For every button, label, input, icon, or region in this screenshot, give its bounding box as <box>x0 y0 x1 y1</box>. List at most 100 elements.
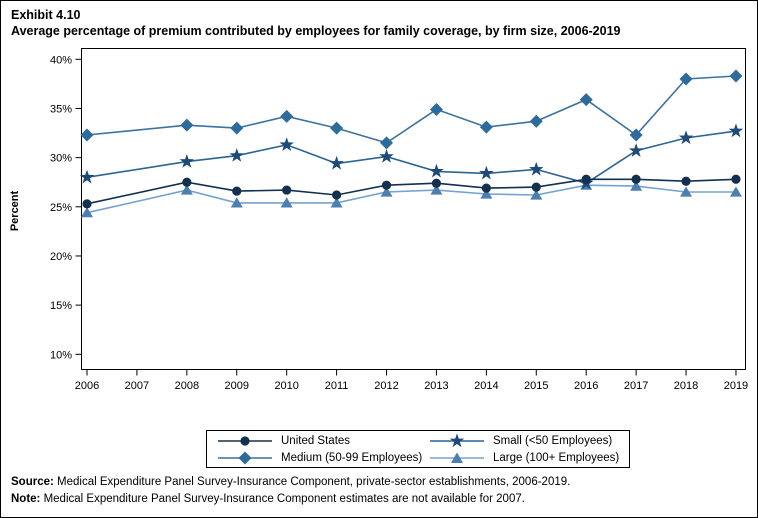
data-point-diamond <box>280 109 294 123</box>
x-tick-label: 2017 <box>624 380 648 392</box>
data-point-triangle <box>280 197 293 208</box>
data-point-triangle <box>230 197 243 208</box>
data-point-triangle <box>680 186 693 197</box>
data-point-triangle <box>480 188 493 199</box>
x-tick-label: 2007 <box>125 380 149 392</box>
legend-label: Large (100+ Employees) <box>493 451 620 464</box>
data-point-circle <box>232 186 242 196</box>
diamond-glyph <box>238 451 252 464</box>
x-tick-label: 2009 <box>225 380 249 392</box>
line-chart: 40% 35% 30% 25% 20% 15% 10% 2006 2007 2008 2009 201… <box>9 48 748 392</box>
data-point-star <box>79 169 95 184</box>
data-point-star <box>678 130 694 145</box>
y-tick-label: 15% <box>50 300 72 312</box>
x-tick-label: 2014 <box>474 380 498 392</box>
footer-block: Source: Medical Expenditure Panel Survey… <box>11 474 751 507</box>
data-point-triangle <box>430 184 443 195</box>
data-point-star <box>179 153 195 168</box>
x-tick-label: 2010 <box>274 380 298 392</box>
data-point-circle <box>531 182 541 192</box>
data-point-triangle <box>180 184 193 195</box>
data-point-diamond <box>579 93 593 107</box>
star-glyph <box>449 432 465 447</box>
data-point-diamond <box>80 128 94 142</box>
x-tick-label: 2015 <box>524 380 548 392</box>
exhibit-number: Exhibit 4.10 <box>11 8 81 22</box>
source-note: Source: Medical Expenditure Panel Survey… <box>11 474 751 491</box>
y-tick-label: 40% <box>50 54 72 66</box>
data-point-star <box>529 161 544 176</box>
data-point-circle <box>82 199 92 209</box>
x-tick-label: 2013 <box>424 380 448 392</box>
note-label: Note: <box>11 492 41 505</box>
circle-glyph <box>240 435 250 446</box>
x-tick-label: 2006 <box>75 380 99 392</box>
data-point-circle <box>381 180 392 190</box>
data-point-circle <box>681 176 691 186</box>
circle-marker-icon <box>218 435 272 446</box>
data-point-star <box>379 149 394 163</box>
legend-entry-circle: United States <box>217 432 429 449</box>
legend-label: United States <box>281 434 351 447</box>
data-point-circle <box>332 190 342 200</box>
source-label: Source: <box>11 476 54 488</box>
data-point-circle <box>581 174 591 184</box>
legend-entry-star: Small (<50 Employees) <box>429 432 625 449</box>
data-point-circle <box>431 178 442 188</box>
data-point-circle <box>282 185 292 195</box>
availability-note: Note: Medical Expenditure Panel Survey-I… <box>11 491 751 508</box>
data-point-circle <box>481 183 491 193</box>
y-tick-label: 25% <box>50 202 72 214</box>
data-point-diamond <box>629 128 643 142</box>
y-tick-label: 30% <box>50 153 72 165</box>
x-tick-label: 2011 <box>325 380 349 392</box>
data-point-circle <box>631 174 641 184</box>
triangle-glyph <box>451 451 463 463</box>
data-point-triangle <box>330 197 343 208</box>
data-point-diamond <box>729 69 743 83</box>
data-point-diamond <box>330 121 344 135</box>
y-tick-label: 35% <box>50 103 72 115</box>
data-point-diamond <box>479 120 493 134</box>
x-tick-label: 2016 <box>574 380 598 392</box>
data-point-star <box>479 165 494 180</box>
data-point-triangle <box>81 207 93 218</box>
data-point-diamond <box>429 102 443 116</box>
legend-entry-diamond: Medium (50-99 Employees) <box>217 449 429 466</box>
y-axis-title: Percent <box>9 190 21 231</box>
data-point-star <box>429 163 444 178</box>
x-tick-label: 2008 <box>175 380 199 392</box>
data-point-triangle <box>380 186 393 197</box>
data-point-star <box>279 137 294 151</box>
data-point-diamond <box>180 118 194 132</box>
star-marker-icon <box>430 432 484 447</box>
chart-title: Average percentage of premium contribute… <box>11 24 621 38</box>
title-block: Exhibit 4.10 Average percentage of premi… <box>11 7 751 39</box>
x-tick-label: 2012 <box>374 380 398 392</box>
data-point-triangle <box>729 186 742 197</box>
legend-label: Medium (50-99 Employees) <box>281 451 423 464</box>
y-tick-label: 10% <box>50 349 72 361</box>
legend-label: Small (<50 Employees) <box>493 434 613 447</box>
data-point-circle <box>182 177 192 187</box>
data-point-triangle <box>530 189 543 200</box>
triangle-marker-icon <box>430 451 484 463</box>
x-tick-label: 2019 <box>724 380 748 392</box>
y-tick-label: 20% <box>50 251 72 263</box>
legend-entry-triangle: Large (100+ Employees) <box>429 449 625 466</box>
data-point-diamond <box>380 136 394 150</box>
data-point-diamond <box>230 121 244 135</box>
x-tick-label: 2018 <box>674 380 698 392</box>
plot-area <box>81 48 746 370</box>
diamond-marker-icon <box>218 451 272 464</box>
chart-legend: United States Small (<50 Employees) Medium… <box>206 430 630 468</box>
data-point-star <box>329 155 344 170</box>
data-point-diamond <box>529 114 543 128</box>
data-point-star <box>628 143 644 157</box>
data-point-diamond <box>679 72 693 86</box>
data-point-circle <box>731 174 741 184</box>
note-text: Medical Expenditure Panel Survey-Insuran… <box>40 492 525 505</box>
data-point-star <box>728 123 744 138</box>
source-text: Medical Expenditure Panel Survey-Insuran… <box>53 476 571 488</box>
